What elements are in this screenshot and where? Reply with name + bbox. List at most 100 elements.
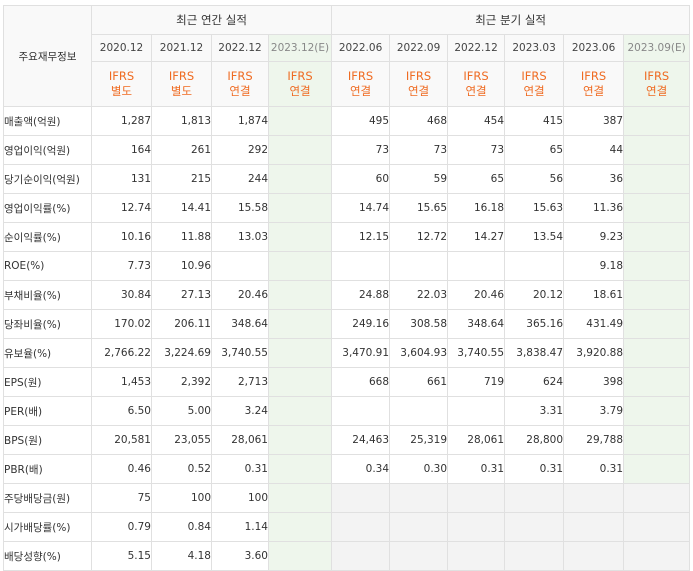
annual-value-cell: 1,453 bbox=[91, 367, 152, 397]
quarterly-value-cell: 36 bbox=[563, 164, 625, 194]
annual-value-cell: 5.15 bbox=[91, 541, 152, 571]
annual-value-cell: 14.41 bbox=[151, 193, 212, 223]
accounting-basis: 별도 bbox=[110, 84, 133, 98]
row-label: 유보율(%) bbox=[3, 338, 92, 368]
quarterly-value-cell bbox=[563, 541, 625, 571]
quarterly-value-cell: 13.54 bbox=[504, 222, 565, 252]
table-row: 배당성향(%) 5.15 4.18 3.60 bbox=[3, 541, 691, 571]
accounting-basis: 연결 bbox=[349, 84, 372, 98]
period-row: 2020.12 2021.12 2022.12 2023.12(E) 2022.06 20… bbox=[4, 34, 691, 62]
quarterly-value-cell: 60 bbox=[331, 164, 391, 194]
annual-value-cell: 3.60 bbox=[211, 541, 269, 571]
quarterly-value-cell bbox=[447, 512, 506, 542]
quarterly-value-cell: 22.03 bbox=[389, 280, 449, 310]
quarterly-value-cell: 28,800 bbox=[504, 425, 565, 455]
annual-value-cell bbox=[267, 512, 333, 542]
quarterly-value-cell bbox=[447, 251, 506, 281]
table-row: 유보율(%) 2,766.22 3,224.69 3,740.55 3,470.91 3,… bbox=[3, 338, 691, 368]
quarterly-value-cell: 3,920.88 bbox=[563, 338, 625, 368]
annual-value-cell bbox=[211, 251, 269, 281]
quarterly-value-cell: 11.36 bbox=[563, 193, 625, 223]
quarterly-value-cell: 3.31 bbox=[504, 396, 565, 426]
quarterly-value-cell: 15.65 bbox=[389, 193, 449, 223]
quarterly-value-cell: 65 bbox=[447, 164, 506, 194]
annual-value-cell: 15.58 bbox=[211, 193, 269, 223]
annual-value-cell bbox=[267, 135, 333, 165]
quarterly-value-cell: 365.16 bbox=[504, 309, 565, 339]
quarterly-group-title: 최근 분기 실적 bbox=[331, 5, 691, 35]
quarterly-value-cell: 9.23 bbox=[563, 222, 625, 252]
corner-label: 주요재무정보 bbox=[3, 5, 92, 107]
quarterly-value-cell: 0.30 bbox=[389, 454, 449, 484]
annual-value-cell: 7.73 bbox=[91, 251, 152, 281]
quarterly-value-cell: 661 bbox=[389, 367, 449, 397]
quarterly-value-cell bbox=[447, 396, 506, 426]
annual-value-cell bbox=[267, 425, 333, 455]
accounting-standard: IFRS 연결 bbox=[447, 61, 506, 107]
quarterly-value-cell: 29,788 bbox=[563, 425, 625, 455]
quarterly-value-cell: 308.58 bbox=[389, 309, 449, 339]
annual-value-cell: 348.64 bbox=[211, 309, 269, 339]
quarterly-value-cell bbox=[623, 222, 691, 252]
annual-value-cell: 261 bbox=[151, 135, 212, 165]
period-header: 2023.06 bbox=[563, 34, 625, 62]
quarterly-value-cell bbox=[623, 106, 691, 136]
quarterly-value-cell bbox=[504, 483, 565, 513]
quarterly-value-cell: 44 bbox=[563, 135, 625, 165]
quarterly-value-cell: 25,319 bbox=[389, 425, 449, 455]
table-row: 부채비율(%) 30.84 27.13 20.46 24.88 22.03 20.46 20.… bbox=[3, 280, 691, 310]
annual-value-cell: 0.31 bbox=[211, 454, 269, 484]
row-label: 순이익률(%) bbox=[3, 222, 92, 252]
accounting-standard: IFRS 연결 bbox=[563, 61, 625, 107]
row-label: 주당배당금(원) bbox=[3, 483, 92, 513]
table-body: 매출액(억원) 1,287 1,813 1,874 495 468 454 415 387 영업이… bbox=[3, 106, 691, 571]
row-label: 부채비율(%) bbox=[3, 280, 92, 310]
table-row: PER(배) 6.50 5.00 3.24 3.31 3.79 bbox=[3, 396, 691, 426]
quarterly-value-cell bbox=[563, 512, 625, 542]
accounting-basis: 연결 bbox=[523, 84, 545, 98]
annual-value-cell: 3,740.55 bbox=[211, 338, 269, 368]
annual-value-cell: 170.02 bbox=[91, 309, 152, 339]
quarterly-value-cell bbox=[331, 396, 391, 426]
quarterly-value-cell bbox=[623, 280, 691, 310]
annual-value-cell bbox=[267, 338, 333, 368]
quarterly-value-cell: 0.31 bbox=[504, 454, 565, 484]
annual-value-cell: 164 bbox=[91, 135, 152, 165]
annual-value-cell bbox=[267, 309, 333, 339]
accounting-basis: 연결 bbox=[582, 84, 605, 98]
annual-value-cell: 100 bbox=[151, 483, 212, 513]
accounting-standard: IFRS 연결 bbox=[623, 61, 691, 107]
period-header: 2023.09(E) bbox=[623, 34, 691, 62]
quarterly-value-cell: 20.12 bbox=[504, 280, 565, 310]
quarterly-value-cell: 3,604.93 bbox=[389, 338, 449, 368]
quarterly-value-cell: 56 bbox=[504, 164, 565, 194]
accounting-standard-name: IFRS bbox=[168, 69, 195, 83]
annual-value-cell: 10.16 bbox=[91, 222, 152, 252]
accounting-standard-name: IFRS bbox=[227, 69, 253, 83]
accounting-standard: IFRS 별도 bbox=[151, 61, 212, 107]
row-label: 배당성향(%) bbox=[3, 541, 92, 571]
quarterly-value-cell bbox=[623, 454, 691, 484]
quarterly-value-cell bbox=[623, 193, 691, 223]
annual-value-cell: 6.50 bbox=[91, 396, 152, 426]
annual-value-cell: 5.00 bbox=[151, 396, 212, 426]
accounting-standard-name: IFRS bbox=[347, 69, 374, 83]
quarterly-value-cell: 495 bbox=[331, 106, 391, 136]
period-header: 2022.06 bbox=[331, 34, 391, 62]
quarterly-value-cell: 3,740.55 bbox=[447, 338, 506, 368]
accounting-standard-name: IFRS bbox=[643, 69, 670, 83]
quarterly-value-cell: 73 bbox=[389, 135, 449, 165]
period-header: 2023.12(E) bbox=[267, 34, 333, 62]
row-label: 영업이익(억원) bbox=[3, 135, 92, 165]
quarterly-value-cell: 18.61 bbox=[563, 280, 625, 310]
annual-value-cell bbox=[267, 454, 333, 484]
annual-value-cell bbox=[267, 164, 333, 194]
quarterly-value-cell bbox=[447, 541, 506, 571]
annual-value-cell: 206.11 bbox=[151, 309, 212, 339]
quarterly-value-cell: 3.79 bbox=[563, 396, 625, 426]
quarterly-value-cell bbox=[389, 541, 449, 571]
accounting-row: IFRS 별도 IFRS 별도 IFRS 연결 IFRS 연결 IFRS 연결 IFRS 연결 IFRS… bbox=[4, 61, 691, 107]
annual-value-cell: 0.79 bbox=[91, 512, 152, 542]
quarterly-value-cell: 20.46 bbox=[447, 280, 506, 310]
annual-value-cell: 131 bbox=[91, 164, 152, 194]
